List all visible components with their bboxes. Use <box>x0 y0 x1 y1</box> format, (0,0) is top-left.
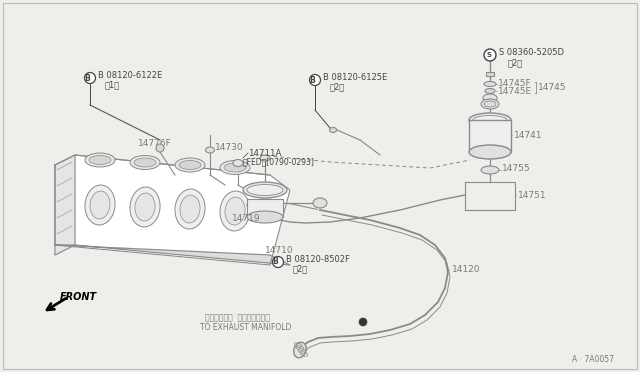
Text: （FED）[0790-0293]: （FED）[0790-0293] <box>243 157 315 167</box>
Ellipse shape <box>481 99 499 109</box>
Bar <box>486 72 494 76</box>
Text: 14719: 14719 <box>232 214 260 222</box>
Ellipse shape <box>294 342 307 358</box>
Text: 14741: 14741 <box>514 131 543 140</box>
Ellipse shape <box>130 155 160 170</box>
Ellipse shape <box>469 145 511 159</box>
Ellipse shape <box>247 185 283 196</box>
Ellipse shape <box>220 160 250 174</box>
Text: （1）: （1） <box>105 80 120 90</box>
Ellipse shape <box>90 191 110 219</box>
Ellipse shape <box>243 182 287 198</box>
Text: B 08120-6125E: B 08120-6125E <box>323 73 387 81</box>
Text: 14711A: 14711A <box>248 148 282 157</box>
Polygon shape <box>55 155 290 265</box>
Ellipse shape <box>484 101 496 107</box>
Ellipse shape <box>180 195 200 223</box>
Bar <box>247 199 283 217</box>
Circle shape <box>273 257 284 267</box>
Circle shape <box>359 318 367 326</box>
Text: S 08360-5205D: S 08360-5205D <box>499 48 564 57</box>
Polygon shape <box>55 155 75 255</box>
Ellipse shape <box>135 193 155 221</box>
Text: B: B <box>309 76 315 84</box>
Ellipse shape <box>247 199 283 211</box>
Ellipse shape <box>85 185 115 225</box>
Text: FRONT: FRONT <box>60 292 97 302</box>
Ellipse shape <box>481 166 499 174</box>
Text: （2）: （2） <box>508 58 524 67</box>
Ellipse shape <box>134 158 156 167</box>
Ellipse shape <box>485 89 495 93</box>
Ellipse shape <box>175 158 205 172</box>
Ellipse shape <box>469 113 511 127</box>
Text: B: B <box>84 74 90 83</box>
Circle shape <box>484 49 496 61</box>
Text: B: B <box>272 257 278 266</box>
Ellipse shape <box>484 81 496 87</box>
Circle shape <box>310 74 321 86</box>
Ellipse shape <box>233 160 243 167</box>
Text: 14755: 14755 <box>502 164 531 173</box>
Text: S: S <box>486 52 492 58</box>
Text: 14120: 14120 <box>452 266 481 275</box>
Text: 14745E: 14745E <box>498 87 532 96</box>
Ellipse shape <box>89 155 111 164</box>
Text: 14730: 14730 <box>215 142 244 151</box>
Ellipse shape <box>313 198 327 208</box>
Text: B 08120-8502F: B 08120-8502F <box>286 254 350 263</box>
Polygon shape <box>55 245 290 265</box>
Circle shape <box>84 73 95 83</box>
Text: （2）: （2） <box>330 83 345 92</box>
Text: 14745: 14745 <box>538 83 566 92</box>
Text: 14745F: 14745F <box>498 78 532 87</box>
Text: エキゾースト  マニホールドへ: エキゾースト マニホールドへ <box>205 314 270 323</box>
Ellipse shape <box>220 191 250 231</box>
Text: A · 7A0057: A · 7A0057 <box>572 356 614 365</box>
Ellipse shape <box>179 160 201 170</box>
Circle shape <box>156 144 164 152</box>
Text: 14751: 14751 <box>518 190 547 199</box>
Ellipse shape <box>130 187 160 227</box>
Ellipse shape <box>175 189 205 229</box>
Text: TO EXHAUST MANIFOLD: TO EXHAUST MANIFOLD <box>200 323 291 331</box>
Text: 14710: 14710 <box>265 246 294 254</box>
Text: （2）: （2） <box>293 264 308 273</box>
Ellipse shape <box>85 153 115 167</box>
Ellipse shape <box>224 163 246 172</box>
Ellipse shape <box>205 147 214 153</box>
Bar <box>465 182 515 210</box>
Bar <box>469 120 511 152</box>
Ellipse shape <box>247 211 283 223</box>
Ellipse shape <box>330 128 337 132</box>
Ellipse shape <box>260 155 270 161</box>
Ellipse shape <box>225 197 245 225</box>
Text: 14776F: 14776F <box>138 138 172 148</box>
Ellipse shape <box>483 94 497 102</box>
Ellipse shape <box>473 115 507 125</box>
Text: B 08120-6122E: B 08120-6122E <box>98 71 163 80</box>
